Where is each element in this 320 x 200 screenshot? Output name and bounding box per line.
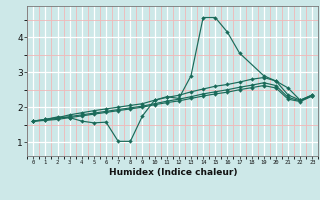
X-axis label: Humidex (Indice chaleur): Humidex (Indice chaleur) <box>108 168 237 177</box>
